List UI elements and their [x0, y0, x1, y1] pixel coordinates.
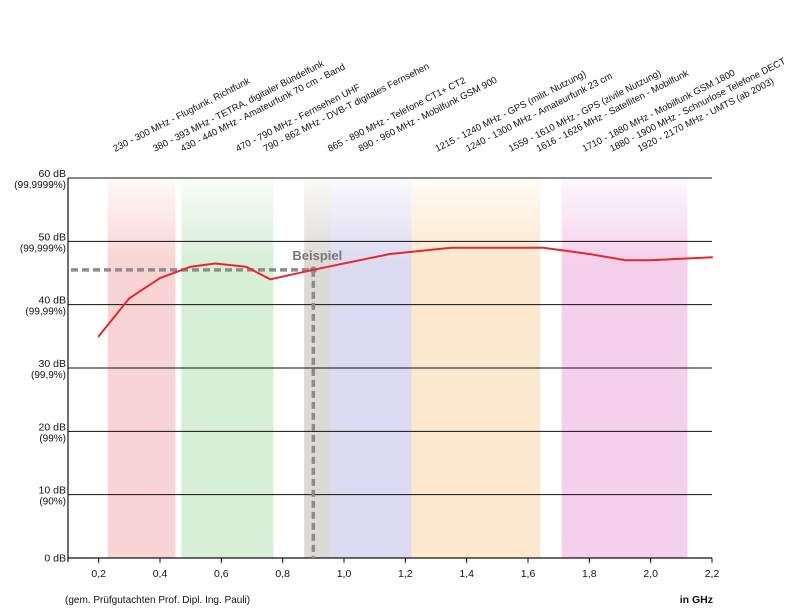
data-point	[542, 246, 545, 249]
data-point	[312, 269, 315, 271]
data-point	[269, 278, 272, 281]
x-tick-label: 1,8	[582, 568, 597, 580]
y-tick-label: 60 dB	[39, 168, 66, 180]
band-label: 380 - 393 MHz - TETRA, digitaler Bündelf…	[151, 58, 326, 154]
example-marker: Beispiel	[71, 248, 342, 558]
source-note: (gem. Prüfgutachten Prof. Dipl. Ing. Pau…	[65, 595, 250, 606]
y-tick-percent-label: (99,9%)	[31, 370, 66, 381]
x-tick-label: 2,0	[643, 568, 658, 580]
data-point	[97, 335, 100, 338]
grid: 0 dB 10 dB(90%) 20 dB(99%) 30 dB(99,9%) 40 d…	[14, 168, 712, 565]
data-point	[128, 297, 131, 300]
x-tick-label: 0,4	[153, 568, 168, 580]
example-label: Beispiel	[292, 248, 342, 263]
data-point	[159, 277, 161, 279]
x-tick-label: 1,6	[521, 568, 536, 580]
data-point	[511, 246, 514, 249]
y-tick-percent-label: (99,9999%)	[14, 180, 66, 191]
x-axis-unit-label: in GHz	[680, 594, 713, 606]
chart-text: (gem. Prüfgutachten Prof. Dipl. Ing. Pau…	[65, 594, 713, 606]
data-point	[625, 259, 627, 262]
data-point	[389, 253, 391, 255]
axes: 0,2 0,4 0,6 0,8 1,0 1,2 1,4 1,6 1,8 2,0 2,2	[67, 178, 720, 580]
x-tick-label: 1,0	[337, 568, 352, 580]
data-point	[189, 265, 192, 268]
y-tick-percent-label: (99,99%)	[25, 307, 66, 318]
series-line	[97, 246, 713, 338]
y-tick-label: 10 dB	[39, 485, 66, 497]
x-tick-label: 0,6	[214, 568, 229, 580]
y-tick-label: 0 dB	[44, 553, 66, 565]
y-tick-label: 50 dB	[39, 231, 66, 243]
data-point	[649, 259, 652, 262]
x-tick-label: 2,2	[705, 568, 720, 580]
data-point	[450, 246, 453, 249]
y-tick-percent-label: (99%)	[39, 433, 66, 444]
x-tick-label: 0,8	[275, 568, 290, 580]
data-point	[588, 253, 591, 255]
data-point	[245, 265, 247, 268]
y-tick-label: 20 dB	[39, 421, 66, 433]
x-tick-label: 1,2	[398, 568, 413, 580]
y-tick-percent-label: (99,999%)	[20, 243, 66, 254]
series	[97, 246, 713, 338]
x-tick-label: 1,4	[459, 568, 474, 580]
y-tick-label: 30 dB	[39, 358, 66, 370]
y-tick-percent-label: (90%)	[39, 497, 66, 508]
x-tick-label: 0,2	[91, 568, 106, 580]
data-point	[711, 256, 713, 258]
y-tick-label: 40 dB	[39, 295, 66, 307]
data-point	[214, 262, 216, 265]
